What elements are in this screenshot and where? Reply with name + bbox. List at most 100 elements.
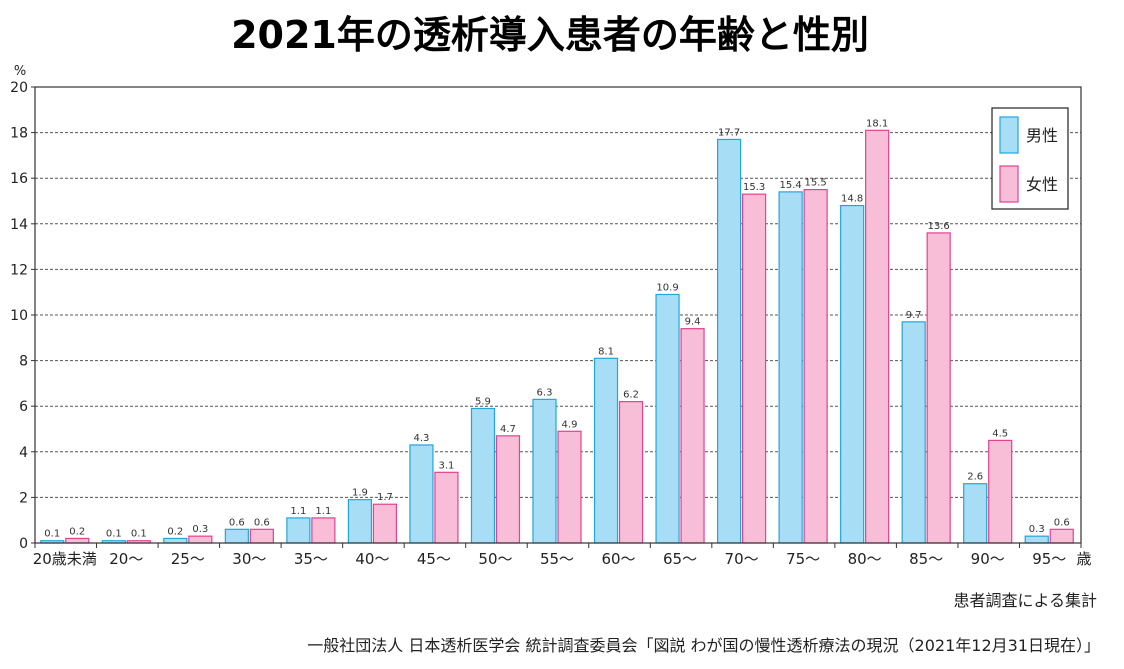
series-0-value-label-6: 4.3 [413,433,429,444]
series-0-bar-11 [716,138,742,544]
y-tick-label-2: 2 [19,490,28,506]
x-tick-label-8: 55〜 [540,550,574,568]
data-source-note: 患者調査による集計 [953,591,1097,610]
series-1-value-label-15: 4.5 [992,428,1008,439]
legend-swatch-1 [999,165,1019,203]
series-0-value-label-7: 5.9 [475,396,491,407]
series-1-bar-4 [311,517,336,544]
series-0-value-label-14: 9.7 [906,310,922,321]
series-1-bar-11 [741,193,767,544]
series-1-bar-5 [372,503,398,544]
series-1-bar-9 [618,401,644,544]
series-0-value-label-13: 14.8 [841,194,863,205]
series-0-bar-12 [778,191,803,544]
series-0-bar-14 [901,321,926,544]
series-1-value-label-8: 4.9 [562,419,578,430]
series-1-value-label-12: 15.5 [804,178,826,189]
y-tick-label-6: 6 [19,399,28,415]
y-tick-label-0: 0 [19,536,28,552]
series-1-value-label-1: 0.1 [131,529,147,540]
series-0-bar-9 [593,357,619,544]
series-1-bar-8 [557,430,582,544]
legend-label-0: 男性 [1026,126,1058,145]
y-tick-label-8: 8 [19,354,28,370]
series-1-bar-6 [434,471,459,544]
series-1-value-label-9: 6.2 [623,390,639,401]
series-1-bar-7 [495,435,521,544]
x-tick-label-5: 40〜 [355,550,389,568]
legend-label-1: 女性 [1026,175,1058,194]
x-tick-label-1: 20〜 [109,550,143,568]
x-tick-label-10: 65〜 [663,550,697,568]
series-1-bar-12 [803,189,828,544]
axes: 0 2 4 6 8 10 12 14 16 18 20 20歳未満 20〜 25〜 30〜 35〜 40〜 45〜… [10,80,1082,568]
series-0-bar-6 [409,444,434,544]
value-labels: 0.1 0.1 0.2 0.6 1.1 1.9 4.3 5.9 6.3 8.1 10.9 17.7 15… [44,118,1069,539]
series-1-bar-3 [249,528,274,544]
series-1-value-label-14: 13.6 [928,221,950,232]
x-tick-label-7: 50〜 [478,550,512,568]
series-0-bar-10 [655,293,680,544]
x-tick-label-0: 20歳未満 [33,550,97,568]
series-0-bar-3 [224,528,249,544]
series-0-value-label-3: 0.6 [229,517,245,528]
x-axis-unit-label: 歳 [1076,550,1091,568]
series-1-bar-2 [188,535,213,544]
series-1-bar-16 [1049,528,1074,544]
series-0-value-label-1: 0.1 [106,529,122,540]
series-0-value-label-8: 6.3 [537,387,553,398]
series-0-value-label-10: 10.9 [656,282,678,293]
series-1-value-label-16: 0.6 [1054,517,1070,528]
x-tick-label-15: 90〜 [971,550,1005,568]
series-0-bar-2 [163,537,188,544]
series-0-value-label-12: 15.4 [779,180,801,191]
series-0-value-label-5: 1.9 [352,488,368,499]
series-1-value-label-2: 0.3 [192,524,208,535]
y-tick-label-20: 20 [10,80,28,96]
series-0-bar-16 [1024,535,1049,544]
x-tick-label-16: 95〜 [1032,550,1066,568]
series-1-value-label-0: 0.2 [69,526,85,537]
series-1-bar-0 [65,537,90,544]
x-tick-label-13: 80〜 [848,550,882,568]
y-tick-label-10: 10 [10,308,28,324]
series-0-value-label-0: 0.1 [44,529,60,540]
series-1-bar-15 [988,439,1013,544]
y-tick-label-14: 14 [10,217,28,233]
x-tick-label-4: 35〜 [294,550,328,568]
series-0-bar-15 [963,483,988,544]
x-tick-label-14: 85〜 [909,550,943,568]
series-0-value-label-11: 17.7 [718,127,740,138]
series-1-value-label-5: 1.7 [377,492,393,503]
series-1-value-label-10: 9.4 [685,317,701,328]
series-0-value-label-2: 0.2 [167,526,183,537]
x-tick-label-6: 45〜 [417,550,451,568]
series-1-value-label-4: 1.1 [315,506,331,517]
credit-line: 一般社団法人 日本透析医学会 統計調査委員会「図説 わが国の慢性透析療法の現況（… [307,636,1100,655]
x-tick-label-12: 75〜 [786,550,820,568]
y-tick-label-12: 12 [10,262,28,278]
chart-title: 2021年の透析導入患者の年齢と性別 [231,13,869,57]
series-0-bar-4 [286,517,311,544]
legend-swatch-0 [999,116,1019,154]
series-0-bar-5 [347,499,373,544]
series-0-bar-7 [470,407,496,544]
series-1-value-label-13: 18.1 [866,118,888,129]
x-tick-label-11: 70〜 [725,550,759,568]
series-0-value-label-4: 1.1 [290,506,306,517]
x-tick-label-3: 30〜 [232,550,266,568]
series-1-value-label-3: 0.6 [254,517,270,528]
series-1-bar-13 [865,129,890,544]
y-axis-unit-label: % [14,64,26,79]
series-0-value-label-9: 8.1 [598,346,614,357]
x-tick-label-9: 60〜 [601,550,635,568]
series-1-bar-10 [680,328,705,544]
y-tick-label-16: 16 [10,171,28,187]
series-1-value-label-6: 3.1 [438,460,454,471]
series-0-bar-13 [840,204,865,544]
x-tick-label-2: 25〜 [171,550,205,568]
series-0-value-label-15: 2.6 [967,472,983,483]
